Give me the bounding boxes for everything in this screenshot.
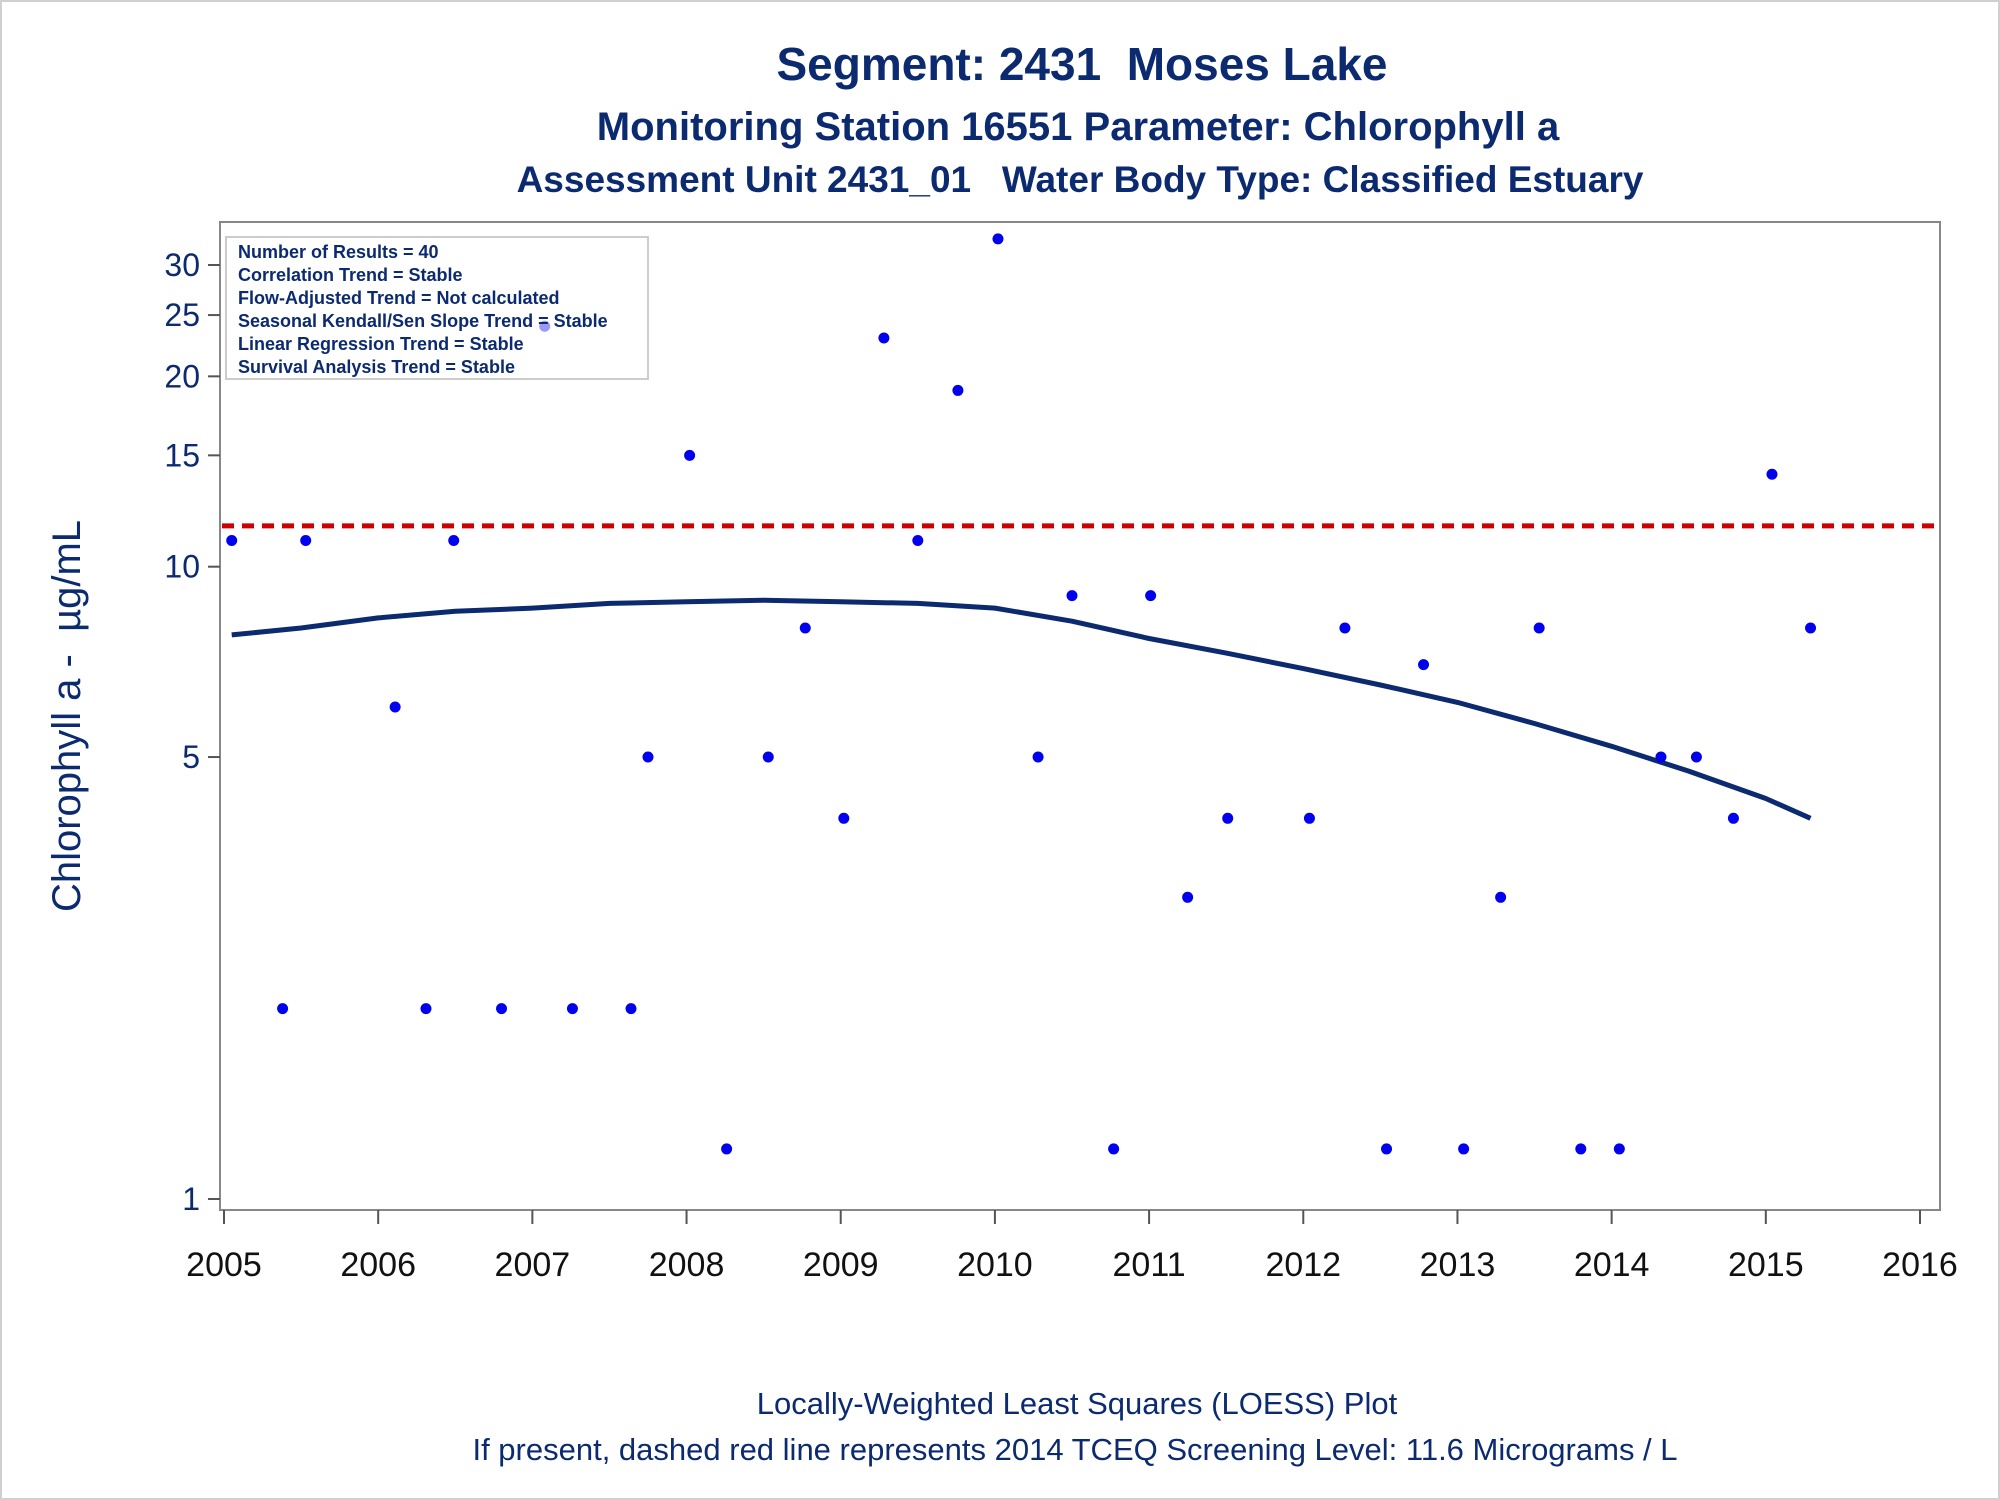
data-point [566, 1003, 578, 1015]
data-point [1613, 1143, 1625, 1155]
stats-line: Flow-Adjusted Trend = Not calculated [238, 288, 560, 308]
data-point [1066, 590, 1078, 602]
data-point [642, 751, 654, 763]
data-point [1108, 1143, 1120, 1155]
data-point [625, 1003, 637, 1015]
data-point [448, 535, 460, 547]
points-layer [226, 233, 1817, 1155]
x-tick-label: 2011 [1113, 1246, 1186, 1284]
stats-line: Linear Regression Trend = Stable [238, 334, 524, 354]
data-point [912, 535, 924, 547]
data-point [496, 1003, 508, 1015]
data-point [277, 1003, 289, 1015]
data-point [389, 701, 401, 713]
data-point [1032, 751, 1044, 763]
y-tick-label: 20 [164, 358, 200, 394]
loess-curve [231, 597, 1812, 821]
data-point [1533, 622, 1545, 634]
y-tick-label: 10 [164, 549, 200, 585]
y-tick-label: 30 [164, 247, 200, 283]
y-tick-label: 25 [164, 297, 200, 333]
x-tick-label: 2008 [649, 1246, 725, 1284]
y-axis-label: Chlorophyll a - µg/mL [45, 520, 89, 912]
x-axis: 2005 2006 2007 2008 2009 2010 2011 2012 2013 2014… [186, 1210, 1958, 1284]
loess-layer [231, 597, 1812, 821]
data-point [1145, 590, 1157, 602]
chart-title: Segment: 2431 Moses Lake [776, 38, 1387, 90]
stats-line: Survival Analysis Trend = Stable [238, 357, 515, 377]
x-tick-label: 2013 [1420, 1246, 1496, 1284]
data-point [1575, 1143, 1587, 1155]
x-tick-label: 2014 [1574, 1246, 1650, 1284]
footnote-loess: Locally-Weighted Least Squares (LOESS) P… [757, 1386, 1398, 1421]
data-point [1495, 891, 1507, 903]
x-tick-label: 2015 [1728, 1246, 1804, 1284]
data-point [952, 384, 964, 396]
data-point [799, 622, 811, 634]
chart-subtitle-2: Assessment Unit 2431_01 Water Body Type:… [517, 159, 1644, 200]
x-tick-label: 2005 [186, 1246, 262, 1284]
data-point [1381, 1143, 1393, 1155]
y-tick-label: 1 [182, 1181, 200, 1217]
data-point [1182, 891, 1194, 903]
data-point [420, 1003, 432, 1015]
x-tick-label: 2016 [1882, 1246, 1958, 1284]
stats-line: Correlation Trend = Stable [238, 265, 463, 285]
x-tick-label: 2007 [495, 1246, 571, 1284]
x-tick-label: 2006 [340, 1246, 416, 1284]
data-point [992, 233, 1004, 245]
data-point [1458, 1143, 1470, 1155]
data-point [226, 535, 238, 547]
data-point [1766, 468, 1778, 480]
stats-line: Number of Results = 40 [238, 242, 439, 262]
data-point [300, 535, 312, 547]
x-tick-label: 2010 [957, 1246, 1033, 1284]
data-point [721, 1143, 733, 1155]
plot-area [219, 221, 1941, 1211]
x-tick-label: 2012 [1265, 1246, 1341, 1284]
y-tick-label: 5 [182, 739, 200, 775]
data-point [1339, 622, 1351, 634]
footnote-screening: If present, dashed red line represents 2… [472, 1432, 1677, 1467]
data-point [1727, 812, 1739, 824]
data-point [1690, 751, 1702, 763]
data-point [1222, 812, 1234, 824]
data-point [878, 332, 890, 344]
data-point [1805, 622, 1817, 634]
x-tick-label: 2009 [803, 1246, 879, 1284]
data-point [684, 449, 696, 461]
data-point [762, 751, 774, 763]
data-point [838, 812, 850, 824]
stats-box: Number of Results = 40 Correlation Trend … [225, 236, 649, 380]
data-point [1655, 751, 1667, 763]
y-tick-label: 15 [164, 437, 200, 473]
data-point [1303, 812, 1315, 824]
data-point [1418, 659, 1430, 671]
stats-line: Seasonal Kendall/Sen Slope Trend = Stabl… [238, 311, 608, 331]
chart-subtitle: Monitoring Station 16551 Parameter: Chlo… [597, 105, 1560, 149]
